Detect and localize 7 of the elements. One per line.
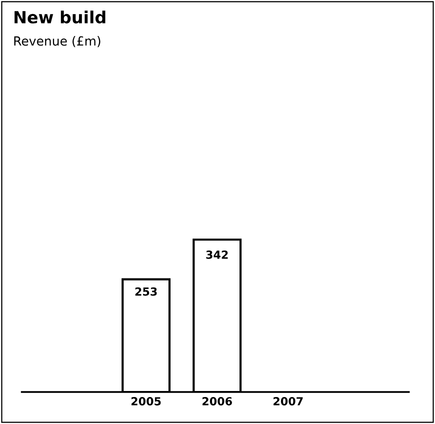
data-label: 253 [135, 287, 157, 296]
chart-title: New build [14, 10, 106, 24]
data-label: 342 [206, 250, 228, 259]
x-tick-label: 2006 [202, 397, 232, 406]
chart-subtitle: Revenue (£m) [14, 36, 100, 48]
x-tick-label: 2007 [274, 397, 303, 406]
x-tick-label: 2005 [131, 397, 161, 406]
